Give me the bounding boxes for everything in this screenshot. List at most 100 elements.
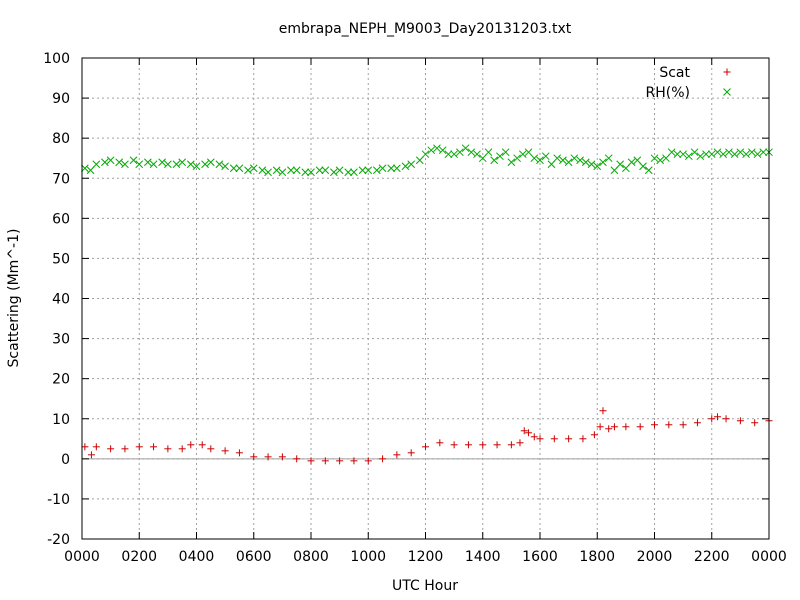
x-tick-label: 1800 [579, 549, 615, 565]
x-tick-label: 0000 [64, 549, 100, 565]
data-point [401, 162, 410, 171]
data-point [344, 168, 353, 177]
data-point [513, 154, 521, 163]
data-point [667, 148, 676, 157]
data-point [579, 435, 587, 443]
data-point [496, 152, 504, 161]
y-tick-label: 60 [52, 211, 70, 227]
data-point [415, 156, 424, 165]
data-point [158, 158, 167, 167]
data-point [135, 160, 144, 169]
data-point [673, 150, 682, 159]
data-point [753, 150, 762, 159]
data-point [708, 415, 716, 423]
y-tick-labels: -20 -10 0 10 20 30 40 50 60 70 80 90 100 [43, 51, 70, 548]
data-point [550, 435, 558, 443]
data-point [87, 451, 95, 459]
data-points [81, 144, 773, 465]
data-point [473, 150, 481, 159]
data-point [450, 441, 458, 449]
data-point [639, 162, 647, 171]
data-point [250, 453, 258, 461]
data-point [422, 443, 429, 451]
data-point [570, 154, 579, 163]
data-point [484, 148, 493, 157]
y-tick-label: -20 [47, 532, 70, 548]
data-point [101, 158, 109, 167]
data-point [427, 146, 436, 155]
data-point [520, 427, 528, 435]
data-point [679, 421, 687, 429]
data-point [206, 158, 215, 167]
data-point [258, 166, 267, 175]
data-point [576, 156, 584, 165]
data-point [507, 441, 515, 449]
data-point [650, 154, 659, 163]
data-point [596, 423, 604, 431]
data-point [393, 164, 401, 173]
y-tick-label: -10 [47, 492, 70, 508]
data-point [559, 156, 567, 165]
data-point [379, 455, 387, 463]
data-point [407, 160, 416, 169]
data-point [707, 150, 716, 159]
data-point [530, 433, 538, 441]
data-point [293, 455, 301, 463]
data-point [461, 144, 470, 153]
data-point [713, 148, 722, 157]
x-axis-title: UTC Hour [392, 578, 458, 594]
data-point [215, 160, 224, 169]
data-point [742, 150, 750, 159]
data-point [610, 166, 619, 175]
data-point [747, 148, 756, 157]
data-point [321, 457, 329, 465]
data-point [713, 413, 721, 421]
data-point [593, 162, 602, 171]
data-point [438, 146, 447, 155]
data-point [665, 421, 673, 429]
data-point [235, 164, 244, 173]
x-tick-label: 1000 [350, 549, 386, 565]
data-point [198, 441, 206, 449]
data-point [684, 152, 693, 161]
data-point [436, 439, 444, 447]
data-point [507, 158, 516, 167]
data-point [759, 148, 768, 157]
data-point [358, 166, 367, 175]
data-point [730, 150, 739, 159]
data-point [264, 453, 272, 461]
y-axis-title: Scattering (Mm^-1) [6, 229, 22, 368]
data-point [725, 148, 733, 157]
data-point [536, 435, 544, 443]
legend-label: RH(%) [646, 85, 690, 101]
x-tick-label: 2000 [637, 549, 673, 565]
data-point [301, 168, 310, 177]
data-point [107, 445, 115, 453]
data-point [121, 160, 129, 169]
data-point [149, 160, 158, 169]
data-point [651, 421, 658, 429]
data-point [518, 150, 527, 159]
data-point [178, 158, 187, 167]
data-point [264, 168, 272, 177]
data-point [92, 443, 100, 451]
data-point [81, 164, 89, 173]
data-point [172, 160, 181, 169]
data-point [587, 160, 596, 169]
data-point [530, 154, 539, 163]
data-point [662, 154, 670, 163]
data-point [525, 429, 533, 437]
data-point [187, 441, 195, 449]
data-point [106, 156, 115, 165]
data-point [321, 166, 330, 175]
y-tick-label: 50 [52, 251, 70, 267]
data-point [455, 148, 464, 157]
data-point [272, 166, 281, 175]
legend: Scat RH(%) [646, 65, 731, 101]
data-point [722, 415, 730, 423]
y-tick-label: 30 [52, 332, 70, 348]
data-point [221, 162, 229, 171]
data-point [501, 148, 510, 157]
data-point [696, 152, 705, 161]
data-point [444, 150, 453, 159]
